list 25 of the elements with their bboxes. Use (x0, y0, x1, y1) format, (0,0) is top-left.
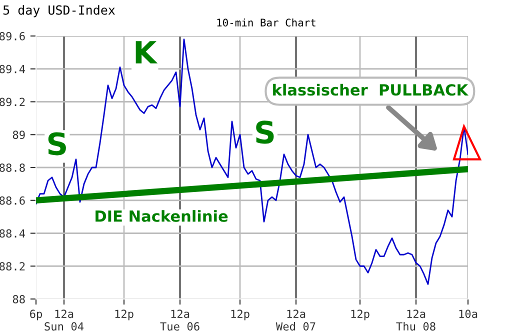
x-tick-label: 10a (459, 310, 478, 318)
chart-title: 5 day USD-Index (3, 5, 115, 18)
x-tick-label: 12p (115, 310, 134, 320)
x-tick-label: 6p (30, 310, 42, 320)
chart-subtitle: 10-min Bar Chart (217, 18, 316, 27)
y-tick-label: 89.2 (0, 98, 25, 106)
x-tick-label: 12a Thu 08 (396, 310, 436, 331)
y-tick-label: 89 (12, 130, 25, 140)
annotation: DIE Nackenlinie (96, 210, 228, 222)
x-tick-label: 12a Tue 06 (160, 310, 200, 331)
y-tick-label: 88.6 (0, 196, 25, 205)
y-tick-label: 88.8 (0, 164, 25, 172)
x-tick-label: 12p (231, 310, 250, 320)
y-tick-label: 89.6 (0, 32, 25, 40)
x-tick-label: 12p (351, 310, 370, 320)
y-tick-label: 88.4 (0, 229, 26, 238)
annotation: klassischer PULLBACK (273, 84, 469, 96)
annotation: S (48, 132, 66, 156)
y-tick-label: 89.4 (0, 64, 26, 74)
y-tick-label: 88 (12, 295, 25, 304)
x-tick-label: 12a Wed 07 (276, 310, 316, 331)
y-tick-label: 88.2 (0, 262, 25, 271)
annotation: S (256, 120, 274, 144)
annotation: K (136, 41, 158, 64)
x-tick-label: 12a Sun 04 (44, 310, 84, 331)
